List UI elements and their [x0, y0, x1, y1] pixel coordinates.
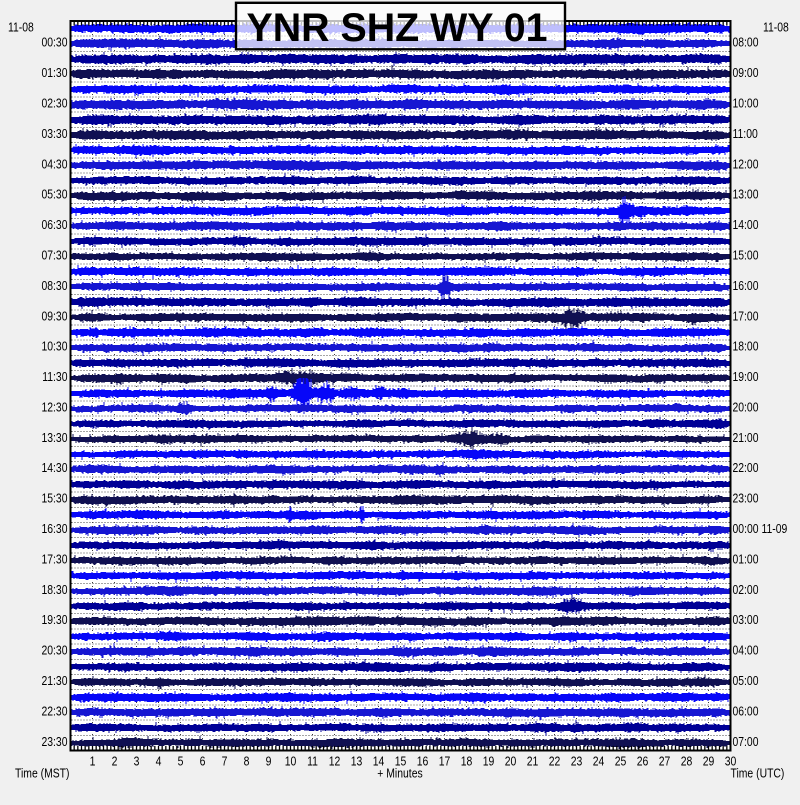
svg-text:16:30: 16:30	[42, 521, 68, 536]
svg-text:04:30: 04:30	[42, 156, 68, 171]
svg-text:20: 20	[505, 754, 517, 769]
svg-text:22:00: 22:00	[733, 460, 759, 475]
svg-text:18:30: 18:30	[42, 582, 68, 597]
svg-text:29: 29	[703, 754, 715, 769]
svg-text:06:00: 06:00	[733, 703, 759, 718]
svg-text:21:00: 21:00	[733, 430, 759, 445]
svg-text:19:30: 19:30	[42, 612, 68, 627]
svg-text:13: 13	[351, 754, 363, 769]
svg-text:11-08: 11-08	[763, 20, 789, 35]
svg-text:15:00: 15:00	[733, 248, 759, 263]
svg-text:22:30: 22:30	[42, 703, 68, 718]
svg-text:17:00: 17:00	[733, 308, 759, 323]
svg-text:YNR SHZ WY 01: YNR SHZ WY 01	[247, 6, 548, 50]
svg-text:15:30: 15:30	[42, 491, 68, 506]
svg-text:11-08: 11-08	[8, 20, 34, 35]
svg-text:28: 28	[681, 754, 693, 769]
svg-text:13:00: 13:00	[733, 187, 759, 202]
svg-text:03:30: 03:30	[42, 126, 68, 141]
svg-text:30: 30	[725, 754, 737, 769]
svg-text:22: 22	[549, 754, 561, 769]
svg-text:18: 18	[461, 754, 473, 769]
svg-text:18:00: 18:00	[733, 339, 759, 354]
svg-text:15: 15	[395, 754, 407, 769]
svg-text:23:30: 23:30	[42, 734, 68, 749]
svg-text:13:30: 13:30	[42, 430, 68, 445]
svg-text:10: 10	[285, 754, 297, 769]
svg-text:6: 6	[200, 754, 206, 769]
svg-text:08:00: 08:00	[733, 35, 759, 50]
svg-text:00:00 11-09: 00:00 11-09	[733, 521, 788, 536]
svg-text:12:00: 12:00	[733, 156, 759, 171]
svg-text:12:30: 12:30	[42, 399, 68, 414]
svg-text:21:30: 21:30	[42, 673, 68, 688]
svg-text:23: 23	[571, 754, 583, 769]
svg-text:11:00: 11:00	[733, 126, 758, 141]
svg-text:08:30: 08:30	[42, 278, 68, 293]
svg-text:2: 2	[112, 754, 118, 769]
svg-text:7: 7	[222, 754, 228, 769]
svg-text:27: 27	[659, 754, 671, 769]
svg-text:+ Minutes: + Minutes	[377, 766, 423, 781]
svg-text:07:00: 07:00	[733, 734, 759, 749]
svg-text:3: 3	[134, 754, 140, 769]
svg-text:05:00: 05:00	[733, 673, 759, 688]
svg-text:26: 26	[637, 754, 649, 769]
svg-text:Time (UTC): Time (UTC)	[731, 766, 785, 781]
svg-text:5: 5	[178, 754, 184, 769]
svg-text:Time (MST): Time (MST)	[15, 766, 70, 781]
svg-text:23:00: 23:00	[733, 491, 759, 506]
svg-text:01:00: 01:00	[733, 551, 759, 566]
svg-text:01:30: 01:30	[42, 65, 68, 80]
svg-text:10:30: 10:30	[42, 339, 68, 354]
svg-text:4: 4	[156, 754, 162, 769]
svg-text:12: 12	[329, 754, 341, 769]
svg-text:21: 21	[527, 754, 539, 769]
svg-text:09:30: 09:30	[42, 308, 68, 323]
svg-text:14: 14	[373, 754, 385, 769]
svg-text:10:00: 10:00	[733, 96, 759, 111]
svg-text:17: 17	[439, 754, 451, 769]
svg-text:16: 16	[417, 754, 429, 769]
svg-text:19: 19	[483, 754, 495, 769]
svg-text:06:30: 06:30	[42, 217, 68, 232]
svg-text:04:00: 04:00	[733, 643, 759, 658]
svg-text:05:30: 05:30	[42, 187, 68, 202]
svg-text:00:30: 00:30	[42, 35, 68, 50]
svg-text:19:00: 19:00	[733, 369, 759, 384]
svg-text:1: 1	[90, 754, 96, 769]
svg-text:03:00: 03:00	[733, 612, 759, 627]
svg-text:9: 9	[266, 754, 272, 769]
svg-text:11:30: 11:30	[42, 369, 67, 384]
svg-text:14:30: 14:30	[42, 460, 68, 475]
svg-text:02:30: 02:30	[42, 96, 68, 111]
svg-text:11: 11	[307, 754, 318, 769]
svg-text:14:00: 14:00	[733, 217, 759, 232]
svg-text:02:00: 02:00	[733, 582, 759, 597]
svg-text:07:30: 07:30	[42, 248, 68, 263]
svg-text:25: 25	[615, 754, 627, 769]
svg-text:16:00: 16:00	[733, 278, 759, 293]
svg-text:17:30: 17:30	[42, 551, 68, 566]
svg-text:8: 8	[244, 754, 250, 769]
svg-text:09:00: 09:00	[733, 65, 759, 80]
svg-text:20:30: 20:30	[42, 643, 68, 658]
svg-text:20:00: 20:00	[733, 399, 759, 414]
svg-text:24: 24	[593, 754, 605, 769]
